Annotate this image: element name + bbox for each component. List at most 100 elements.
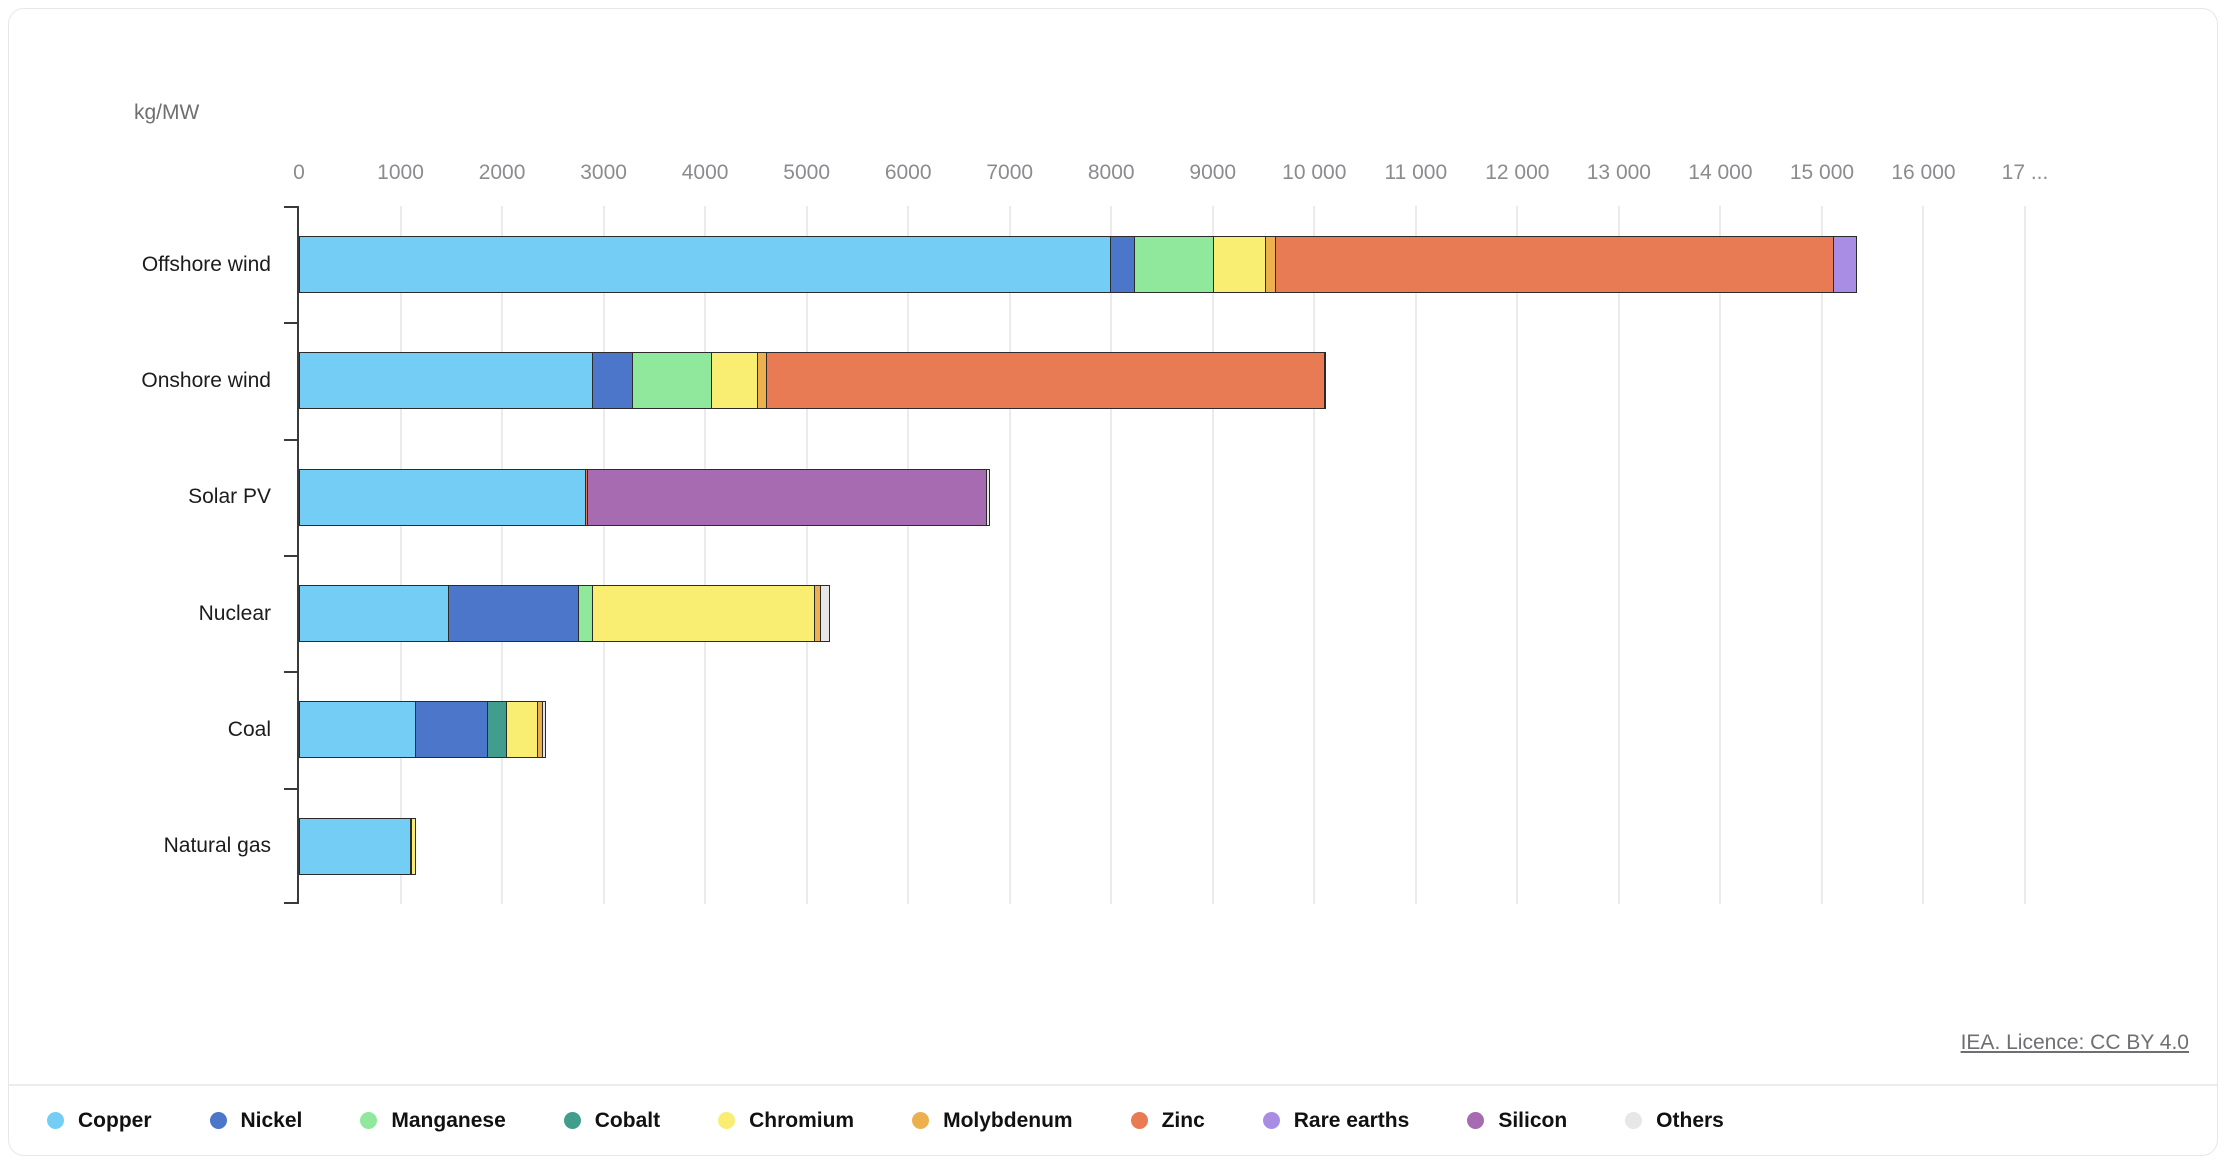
legend-item-zinc[interactable]: Zinc	[1130, 1108, 1205, 1133]
legend-item-cobalt[interactable]: Cobalt	[563, 1108, 661, 1133]
y-axis-tick	[284, 206, 297, 208]
bar-segment-manganese[interactable]	[632, 352, 712, 410]
x-axis-tick-label: 15 000	[1789, 161, 1855, 184]
legend-item-label: Molybdenum	[943, 1108, 1073, 1132]
gridline	[907, 206, 910, 904]
gridline	[1922, 206, 1925, 904]
gridline	[1008, 206, 1011, 904]
gridline	[704, 206, 707, 904]
legend-item-label: Chromium	[749, 1108, 855, 1132]
bar-segment-nickel[interactable]	[1110, 236, 1135, 293]
bar-segment-copper[interactable]	[299, 585, 449, 642]
gridline	[1617, 206, 1620, 904]
bar-segment-rare-earths[interactable]	[1323, 352, 1326, 410]
x-axis-tick-label: 9000	[1189, 161, 1237, 184]
bar-segment-silicon[interactable]	[586, 468, 988, 526]
legend-color-dot	[1467, 1112, 1485, 1129]
legend-color-dot	[718, 1112, 736, 1129]
bar-row	[299, 468, 991, 526]
legend-color-dot	[47, 1112, 64, 1129]
legend-item-molybdenum[interactable]: Molybdenum	[912, 1109, 1073, 1133]
category-label: Nuclear	[198, 601, 271, 625]
bar-row	[299, 585, 830, 642]
x-axis-tick-label: 0	[293, 161, 305, 184]
category-label: Coal	[227, 717, 271, 741]
legend-item-nickel[interactable]: Nickel	[209, 1108, 303, 1133]
legend-item-silicon[interactable]: Silicon	[1467, 1109, 1567, 1133]
x-axis-tick-label: 14 000	[1688, 161, 1753, 184]
bar-segment-copper[interactable]	[299, 352, 594, 410]
legend: Copper Nickel Manganese Cobalt Chromium Molyb…	[9, 1084, 2217, 1155]
legend-item-label: Nickel	[240, 1108, 303, 1132]
bar-segment-zinc[interactable]	[766, 352, 1325, 410]
legend-item-chromium[interactable]: Chromium	[718, 1109, 854, 1133]
bar-segment-zinc[interactable]	[1275, 236, 1834, 293]
bar-segment-copper[interactable]	[299, 701, 416, 759]
bar-segment-rare-earths[interactable]	[1832, 236, 1857, 293]
legend-item-label: Cobalt	[594, 1108, 661, 1132]
y-axis-tick	[284, 787, 297, 790]
x-axis-tick-label: 5000	[783, 161, 830, 184]
bar-segment-chromium[interactable]	[1212, 236, 1267, 293]
bar-segment-manganese[interactable]	[578, 585, 594, 642]
bar-row	[299, 701, 546, 759]
y-axis-tick	[284, 555, 297, 557]
legend-item-manganese[interactable]: Manganese	[360, 1109, 506, 1133]
x-axis-tick-label: 4000	[681, 161, 729, 184]
unit-label: kg/MW	[134, 101, 200, 124]
x-axis-tick-label: 10 000	[1282, 161, 1347, 184]
gridline	[1719, 206, 1722, 904]
gridline	[805, 206, 808, 904]
bar-segment-copper[interactable]	[299, 468, 586, 526]
bar-segment-cobalt[interactable]	[486, 701, 508, 759]
x-axis-tick-label: 12 000	[1485, 161, 1550, 184]
category-label: Onshore wind	[141, 368, 271, 392]
bar-row	[299, 352, 1326, 410]
legend-item-others[interactable]: Others	[1625, 1109, 1724, 1133]
legend-item-label: Others	[1656, 1108, 1724, 1132]
x-axis-tick-label: 6000	[884, 161, 932, 184]
gridline	[1211, 206, 1214, 904]
x-axis-tick-label: 17 ...	[2001, 161, 2049, 184]
category-label: Natural gas	[163, 834, 271, 858]
gridline	[1414, 206, 1417, 904]
y-axis-tick	[284, 438, 297, 441]
legend-item-rare-earths[interactable]: Rare earths	[1262, 1108, 1410, 1133]
chart-card: kg/MW 0 1000 2000 3000 4000 5000 6000 7000 8000 9…	[8, 8, 2218, 1156]
x-axis-tick-label: 3000	[580, 161, 627, 184]
bar-segment-copper[interactable]	[299, 817, 411, 875]
x-axis-tick-label: 7000	[986, 161, 1034, 184]
bar-segment-nickel[interactable]	[447, 585, 580, 642]
gridline	[1516, 206, 1519, 904]
gridline	[602, 206, 605, 904]
bar-segment-nickel[interactable]	[414, 701, 488, 759]
bar-segment-chromium[interactable]	[592, 585, 815, 642]
legend-item-copper[interactable]: Copper	[47, 1109, 152, 1133]
bar-segment-nickel[interactable]	[592, 352, 634, 410]
source-licence-link[interactable]: IEA. Licence: CC BY 4.0	[1960, 1031, 2189, 1054]
bar-segment-others[interactable]	[819, 585, 830, 642]
x-axis-tick-label: 8000	[1087, 161, 1135, 184]
bar-segment-chromium[interactable]	[710, 352, 759, 410]
bar-segment-chromium[interactable]	[410, 817, 416, 875]
bar-segment-others[interactable]	[542, 701, 546, 759]
bar-segment-copper[interactable]	[299, 236, 1112, 293]
bar-segment-manganese[interactable]	[1133, 236, 1214, 293]
legend-color-dot	[1262, 1112, 1280, 1129]
legend-item-label: Copper	[78, 1108, 152, 1132]
legend-color-dot	[912, 1112, 930, 1129]
bar-segment-chromium[interactable]	[506, 701, 538, 759]
legend-item-label: Rare earths	[1293, 1108, 1410, 1132]
legend-color-dot	[1625, 1112, 1643, 1129]
x-axis-tick-label: 11 000	[1384, 161, 1448, 184]
legend-item-label: Zinc	[1161, 1108, 1205, 1132]
x-axis-tick-label: 2000	[478, 161, 526, 184]
gridline	[501, 206, 504, 904]
x-axis-tick-label: 1000	[377, 161, 424, 184]
gridline	[2024, 206, 2026, 904]
y-axis-line	[297, 206, 299, 904]
y-axis-tick	[284, 902, 297, 904]
category-label: Solar PV	[188, 485, 271, 509]
plot-area	[284, 206, 2039, 904]
bar-segment-others[interactable]	[986, 468, 991, 526]
